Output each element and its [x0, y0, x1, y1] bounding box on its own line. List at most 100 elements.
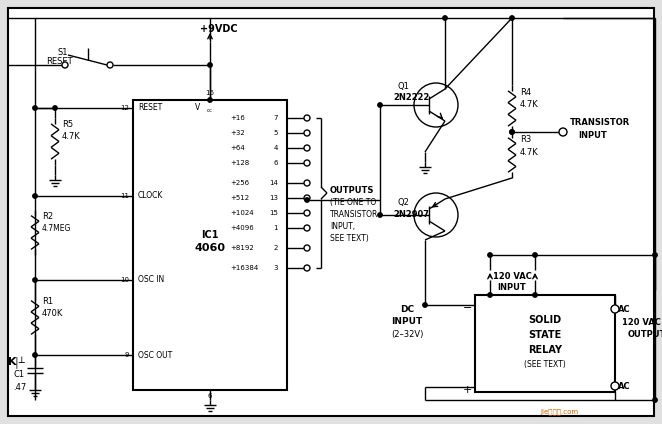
Text: 11: 11	[120, 193, 129, 199]
Circle shape	[304, 115, 310, 121]
Circle shape	[208, 63, 213, 67]
Text: +32: +32	[230, 130, 245, 136]
Text: V: V	[195, 103, 200, 112]
Text: SEE TEXT): SEE TEXT)	[330, 234, 369, 243]
Circle shape	[62, 62, 68, 68]
Circle shape	[653, 253, 657, 257]
Text: K: K	[8, 357, 17, 367]
Text: TRANSISTOR: TRANSISTOR	[330, 210, 379, 219]
Bar	[133, 100, 287, 390]
Circle shape	[653, 398, 657, 402]
Text: 7: 7	[273, 115, 278, 121]
Text: SOLID: SOLID	[528, 315, 561, 325]
Text: 4.7MEG: 4.7MEG	[42, 224, 71, 233]
Circle shape	[33, 194, 37, 198]
Text: 15: 15	[269, 210, 278, 216]
Text: 2N2907: 2N2907	[393, 210, 429, 219]
Text: −: −	[463, 303, 472, 313]
Text: +128: +128	[230, 160, 250, 166]
Text: 16: 16	[205, 90, 214, 96]
Text: 4.7K: 4.7K	[520, 100, 539, 109]
Text: OSC IN: OSC IN	[138, 276, 164, 285]
Text: 2: 2	[273, 245, 278, 251]
Circle shape	[33, 353, 37, 357]
Circle shape	[305, 198, 309, 202]
Text: RESET: RESET	[46, 57, 73, 66]
Text: 14: 14	[269, 180, 278, 186]
Circle shape	[510, 130, 514, 134]
Text: .47: .47	[13, 383, 26, 392]
Text: AC: AC	[618, 305, 631, 314]
Text: (SEE TEXT): (SEE TEXT)	[524, 360, 566, 369]
Text: 12: 12	[120, 105, 129, 111]
Text: CLOCK: CLOCK	[138, 192, 164, 201]
Circle shape	[304, 195, 310, 201]
Text: INPUT: INPUT	[391, 317, 422, 326]
Text: 5: 5	[273, 130, 278, 136]
Text: cc: cc	[207, 108, 213, 112]
Circle shape	[559, 128, 567, 136]
Circle shape	[533, 293, 537, 297]
Text: +64: +64	[230, 145, 245, 151]
Circle shape	[488, 293, 493, 297]
Text: jie电图图.com: jie电图图.com	[540, 408, 578, 415]
Circle shape	[378, 103, 382, 107]
Text: 6: 6	[273, 160, 278, 166]
Circle shape	[304, 180, 310, 186]
Text: +1024: +1024	[230, 210, 254, 216]
Text: RESET: RESET	[138, 103, 162, 112]
Text: +8192: +8192	[230, 245, 254, 251]
Circle shape	[208, 98, 213, 102]
Text: OUTPUTS: OUTPUTS	[330, 186, 375, 195]
Bar	[475, 295, 615, 392]
Circle shape	[488, 253, 493, 257]
Text: C1: C1	[13, 370, 24, 379]
Circle shape	[304, 225, 310, 231]
Text: RELAY: RELAY	[528, 345, 562, 355]
Text: R1: R1	[42, 297, 53, 306]
Circle shape	[414, 193, 458, 237]
Text: +256: +256	[230, 180, 249, 186]
Circle shape	[611, 382, 619, 390]
Circle shape	[107, 62, 113, 68]
Circle shape	[443, 16, 448, 20]
Text: +: +	[463, 385, 472, 395]
Text: TRANSISTOR: TRANSISTOR	[570, 118, 630, 127]
Text: INPUT,: INPUT,	[330, 222, 355, 231]
Circle shape	[533, 253, 537, 257]
Text: +16: +16	[230, 115, 245, 121]
Text: S1: S1	[57, 48, 68, 57]
Text: STATE: STATE	[528, 330, 561, 340]
Text: R3: R3	[520, 135, 531, 144]
Text: +4096: +4096	[230, 225, 254, 231]
Circle shape	[423, 303, 427, 307]
Text: 6: 6	[208, 393, 213, 399]
Circle shape	[304, 145, 310, 151]
Circle shape	[304, 265, 310, 271]
Text: IC1: IC1	[201, 230, 218, 240]
Text: 120 VAC: 120 VAC	[493, 272, 532, 281]
Text: R4: R4	[520, 88, 531, 97]
Text: 470K: 470K	[42, 309, 64, 318]
Text: +9VDC: +9VDC	[200, 24, 238, 34]
Text: OUTPUT: OUTPUT	[628, 330, 662, 339]
Text: 4.7K: 4.7K	[62, 132, 81, 141]
Text: INPUT: INPUT	[578, 131, 607, 140]
Circle shape	[304, 160, 310, 166]
Text: (2–32V): (2–32V)	[391, 330, 423, 339]
Circle shape	[304, 130, 310, 136]
Text: 3: 3	[273, 265, 278, 271]
Text: +16384: +16384	[230, 265, 258, 271]
Circle shape	[33, 278, 37, 282]
Text: 4.7K: 4.7K	[520, 148, 539, 157]
Text: 2N2222: 2N2222	[393, 93, 430, 102]
Text: 13: 13	[269, 195, 278, 201]
Text: (TIE ONE TO: (TIE ONE TO	[330, 198, 376, 207]
Text: 120 VAC: 120 VAC	[622, 318, 661, 327]
Circle shape	[304, 245, 310, 251]
Text: 10: 10	[120, 277, 129, 283]
Circle shape	[33, 106, 37, 110]
Text: OSC OUT: OSC OUT	[138, 351, 172, 360]
Text: +512: +512	[230, 195, 249, 201]
Text: 9: 9	[124, 352, 129, 358]
